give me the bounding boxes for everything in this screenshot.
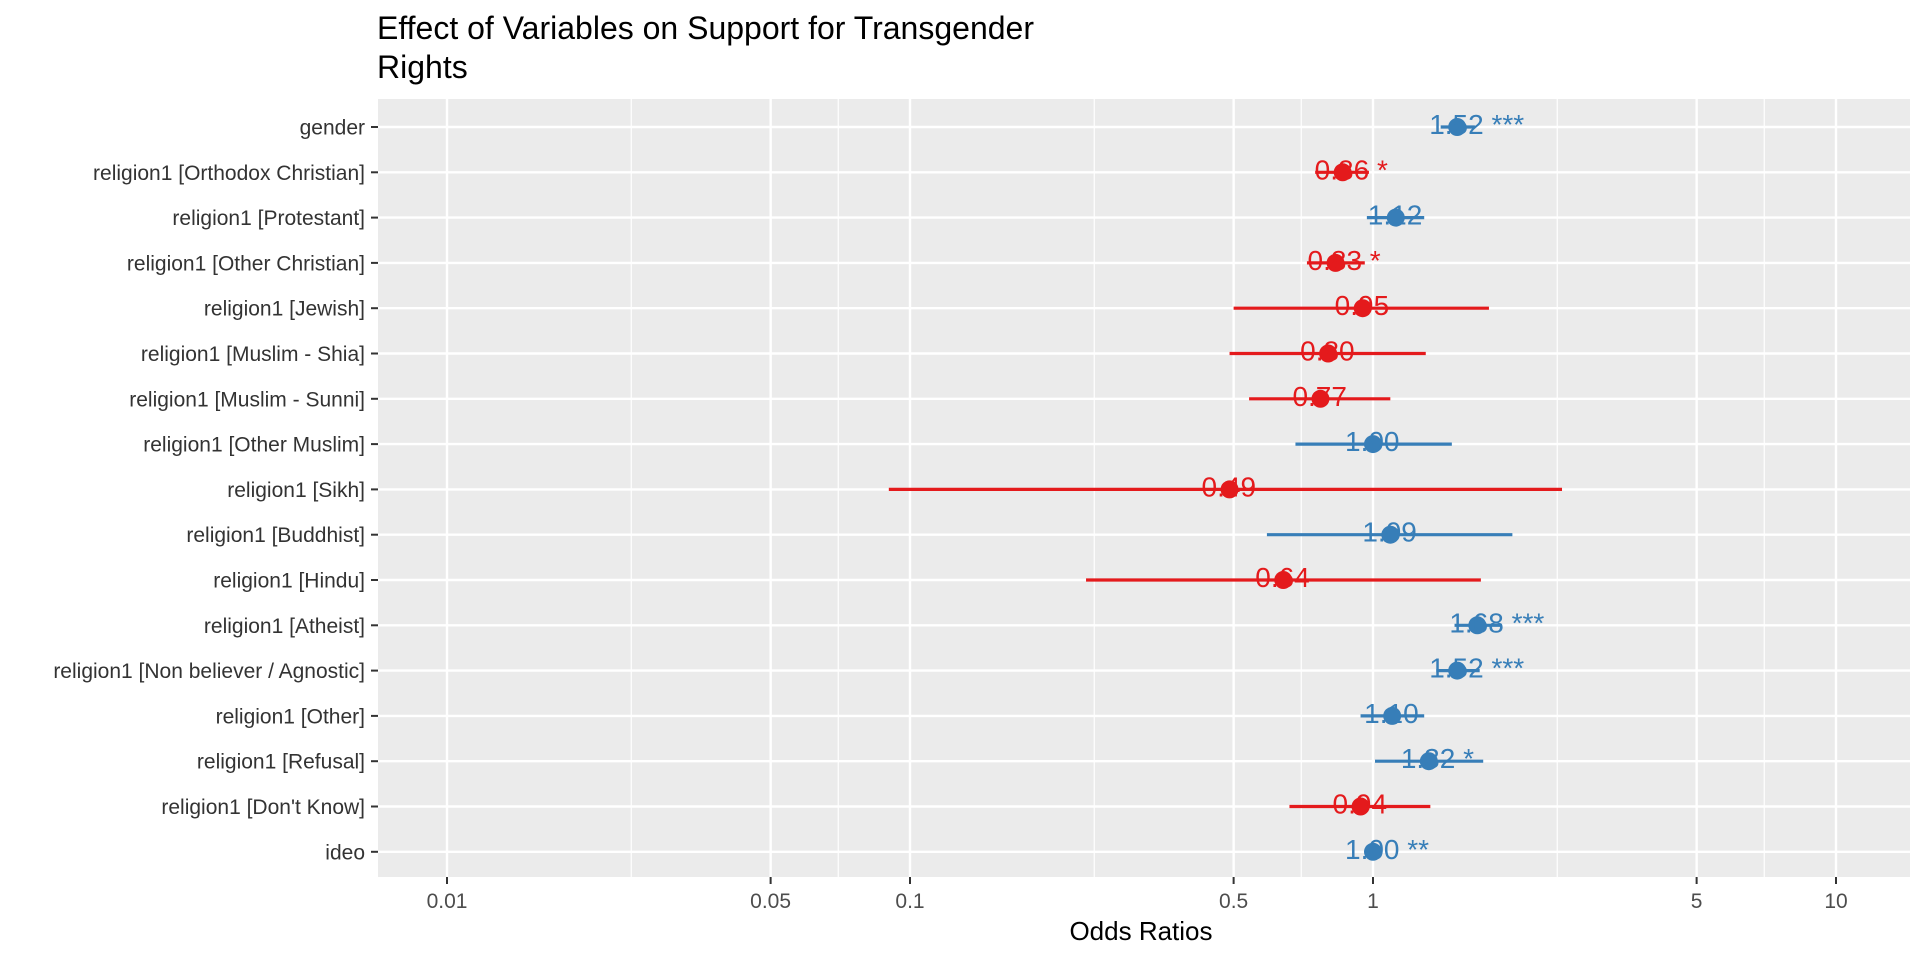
- plot-title: Effect of Variables on Support for Trans…: [377, 10, 1034, 85]
- estimate-labels: 1.52 *** 0.86 * 1.12 0.83 * 0.95 0.80 0.77 1.00…: [1202, 109, 1545, 865]
- estimate-point-12: [1448, 661, 1467, 680]
- estimate-label-13: 1.10: [1364, 698, 1419, 729]
- estimate-label-12: 1.52 ***: [1429, 653, 1524, 684]
- estimate-point-10: [1274, 571, 1293, 589]
- estimate-label-7: 1.00: [1345, 426, 1400, 457]
- y-axis-labels: gender religion1 [Orthodox Christian] reli…: [53, 117, 378, 864]
- estimate-points: [1220, 118, 1487, 861]
- y-label-15: religion1 [Don't Know]: [161, 796, 365, 819]
- x-tick-label-4: 1: [1367, 890, 1379, 913]
- y-label-1: religion1 [Orthodox Christian]: [93, 162, 365, 185]
- y-label-11: religion1 [Atheist]: [204, 615, 365, 638]
- x-tick-label-2: 0.1: [895, 890, 924, 913]
- y-label-13: religion1 [Other]: [216, 705, 365, 728]
- estimate-label-0: 1.52 ***: [1429, 109, 1524, 140]
- x-tick-label-1: 0.05: [750, 890, 791, 913]
- y-label-14: religion1 [Refusal]: [197, 751, 365, 774]
- y-label-3: religion1 [Other Christian]: [127, 252, 365, 275]
- x-tick-label-6: 10: [1824, 890, 1847, 913]
- estimate-label-16: 1.00 **: [1345, 834, 1429, 865]
- title-line-1: Effect of Variables on Support for Trans…: [377, 10, 1034, 46]
- x-tick-label-5: 5: [1691, 890, 1703, 913]
- y-label-10: religion1 [Hindu]: [213, 570, 365, 593]
- estimate-label-3: 0.83 *: [1308, 245, 1381, 276]
- x-tick-label-0: 0.01: [427, 890, 468, 913]
- estimate-point-13: [1383, 706, 1402, 725]
- estimate-point-4: [1353, 299, 1372, 318]
- estimate-point-14: [1419, 752, 1438, 771]
- estimate-point-3: [1326, 253, 1345, 272]
- x-axis-title: Odds Ratios: [1069, 916, 1212, 946]
- estimate-label-15: 0.94: [1333, 789, 1388, 820]
- x-axis: 0.01 0.05 0.1 0.5 1 5 10: [427, 877, 1848, 913]
- estimate-label-9: 1.09: [1362, 517, 1417, 548]
- estimate-label-11: 1.68 ***: [1449, 607, 1544, 638]
- estimate-point-6: [1311, 389, 1330, 408]
- estimate-label-5: 0.80: [1300, 336, 1355, 367]
- estimate-point-11: [1468, 616, 1487, 635]
- estimate-label-2: 1.12: [1368, 200, 1423, 231]
- estimate-label-10: 0.64: [1255, 562, 1310, 593]
- y-label-7: religion1 [Other Muslim]: [143, 434, 365, 457]
- y-label-9: religion1 [Buddhist]: [186, 524, 365, 547]
- estimate-point-9: [1381, 525, 1400, 544]
- estimate-label-14: 1.32 *: [1401, 743, 1474, 774]
- estimate-label-6: 0.77: [1292, 381, 1347, 412]
- estimate-label-1: 0.86 *: [1315, 154, 1388, 185]
- y-label-2: religion1 [Protestant]: [172, 207, 365, 230]
- estimate-point-1: [1333, 163, 1352, 182]
- y-label-8: religion1 [Sikh]: [227, 479, 365, 502]
- estimate-label-4: 0.95: [1335, 290, 1390, 321]
- estimate-point-16: [1364, 842, 1382, 861]
- estimate-label-8: 0.49: [1202, 471, 1257, 502]
- estimate-point-7: [1364, 435, 1382, 454]
- x-tick-label-3: 0.5: [1219, 890, 1248, 913]
- y-label-5: religion1 [Muslim - Shia]: [141, 343, 365, 366]
- estimate-point-5: [1319, 344, 1338, 363]
- y-label-6: religion1 [Muslim - Sunni]: [129, 388, 365, 411]
- estimate-point-0: [1448, 118, 1467, 136]
- estimate-point-8: [1220, 480, 1239, 499]
- y-label-0: gender: [300, 117, 365, 140]
- y-label-16: ideo: [325, 841, 365, 864]
- title-line-2: Rights: [377, 49, 468, 85]
- estimate-point-2: [1386, 208, 1405, 227]
- y-label-12: religion1 [Non believer / Agnostic]: [53, 660, 365, 683]
- estimate-point-15: [1351, 797, 1370, 816]
- y-label-4: religion1 [Jewish]: [204, 298, 365, 321]
